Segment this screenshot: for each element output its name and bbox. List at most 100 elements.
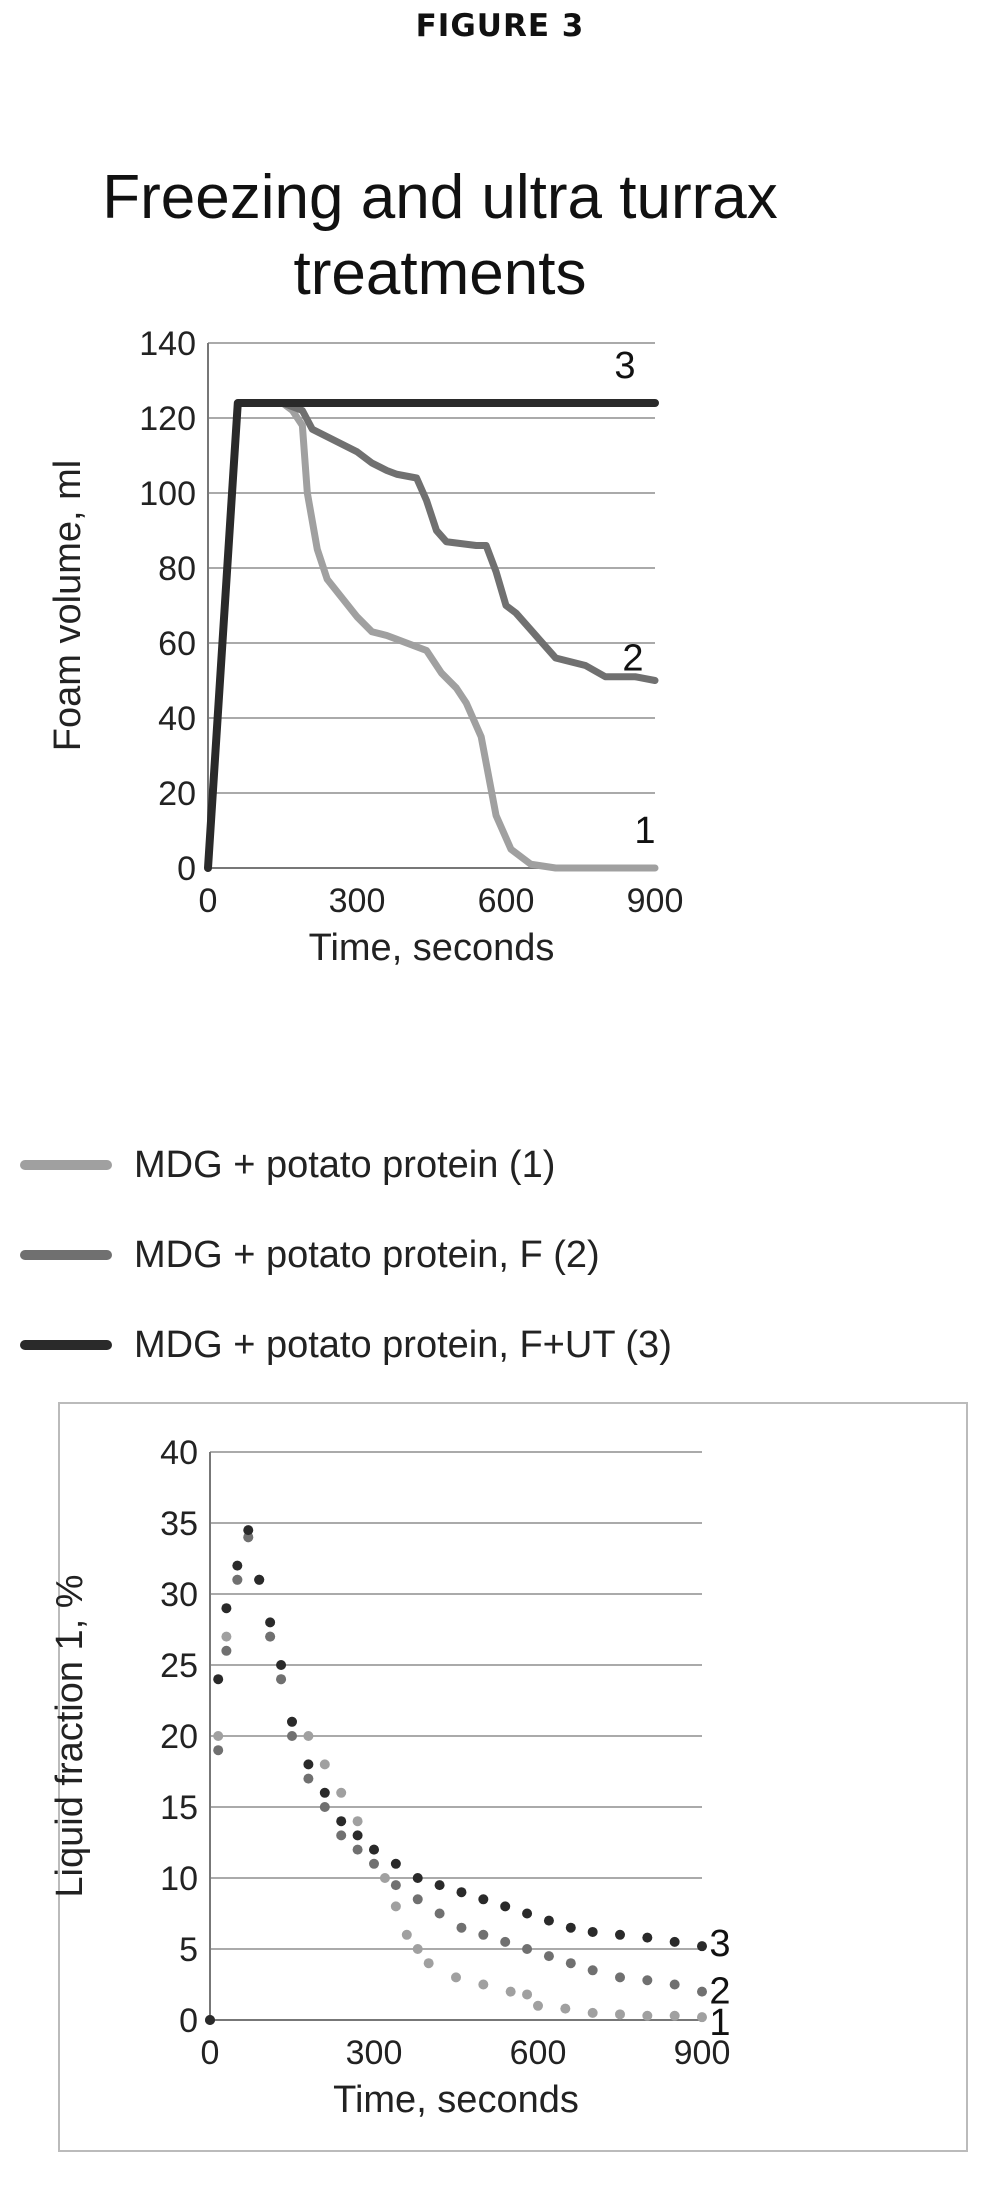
legend-item-3: MDG + potato protein, F+UT (3) xyxy=(20,1300,920,1390)
series-2-point xyxy=(697,1986,707,1997)
series-3-point xyxy=(265,1617,276,1628)
legend-swatch-2 xyxy=(20,1250,112,1260)
series-1-point xyxy=(587,2007,598,2018)
series-3-point xyxy=(642,1932,653,1943)
series-1-point xyxy=(412,1944,423,1954)
y-tick-label: 20 xyxy=(160,1718,198,1756)
y-tick-label: 20 xyxy=(158,775,196,813)
legend-label-3: MDG + potato protein, F+UT (3) xyxy=(134,1323,672,1366)
liquid-fraction-chart-frame xyxy=(58,1402,968,2152)
series-1-point xyxy=(615,2009,625,2020)
x-tick-label: 0 xyxy=(199,882,218,920)
x-tick-label: 900 xyxy=(627,882,684,920)
y-tick-label: 140 xyxy=(139,325,196,363)
y-tick-label: 35 xyxy=(160,1505,198,1543)
x-tick-label: 600 xyxy=(478,882,535,920)
series-1-point xyxy=(379,1873,390,1883)
y-axis-label: Foam volume, ml xyxy=(47,460,89,751)
x-tick-label: 600 xyxy=(510,2034,567,2072)
series-1-point xyxy=(533,2000,543,2011)
series-3-point xyxy=(221,1603,232,1614)
series-1-point xyxy=(390,1901,401,1912)
series-2-point xyxy=(287,1731,297,1741)
series-1-point xyxy=(352,1816,363,1827)
y-tick-label: 80 xyxy=(158,550,196,588)
series-1-point xyxy=(505,1986,516,1997)
series-3-point xyxy=(615,1929,625,1940)
series-2-point xyxy=(543,1951,554,1962)
series-3-point xyxy=(254,1574,265,1585)
legend: MDG + potato protein (1) MDG + potato pr… xyxy=(20,1120,920,1390)
series-1-point xyxy=(401,1929,412,1940)
legend-swatch-3 xyxy=(20,1340,112,1350)
series-2-point xyxy=(434,1908,445,1919)
series-2-point xyxy=(232,1574,243,1585)
series-2-label: 2 xyxy=(709,1971,730,2013)
y-tick-label: 40 xyxy=(158,700,196,738)
legend-swatch-1 xyxy=(20,1160,112,1170)
series-2-point xyxy=(319,1802,330,1812)
series-1-line xyxy=(204,399,659,872)
series-3-point xyxy=(669,1936,680,1947)
series-3-point xyxy=(205,2015,215,2025)
series-2-point xyxy=(352,1844,363,1855)
series-3-point xyxy=(697,1941,707,1952)
series-3-point xyxy=(287,1716,297,1727)
x-axis-label: Time, seconds xyxy=(333,2079,579,2121)
series-3-point xyxy=(456,1887,467,1898)
series-2-point xyxy=(642,1975,653,1986)
series-3-point xyxy=(543,1915,554,1926)
legend-item-2: MDG + potato protein, F (2) xyxy=(20,1210,920,1300)
series-3-point xyxy=(522,1908,533,1919)
series-3-point xyxy=(390,1858,401,1869)
y-tick-label: 40 xyxy=(160,1434,198,1472)
series-2-point xyxy=(669,1979,680,1990)
y-tick-label: 25 xyxy=(160,1647,198,1685)
series-3-point xyxy=(213,1674,224,1685)
series-1-point xyxy=(669,2010,680,2021)
series-2-point xyxy=(587,1965,598,1976)
series-2-point xyxy=(336,1830,347,1841)
series-1-point xyxy=(221,1631,232,1642)
series-3-point xyxy=(434,1880,445,1891)
y-tick-label: 15 xyxy=(160,1789,198,1827)
series-3-point xyxy=(478,1894,489,1905)
series-1-point xyxy=(303,1731,314,1741)
foam-volume-chart: 0 20 40 60 80 100 120 140 0 300 600 900 Time, second… xyxy=(47,325,684,969)
x-axis-label: Time, seconds xyxy=(309,927,555,969)
series-2-point xyxy=(522,1944,533,1954)
legend-item-1: MDG + potato protein (1) xyxy=(20,1120,920,1210)
y-axis-label: Liquid fraction 1, % xyxy=(49,1574,91,1897)
series-2-point xyxy=(221,1645,232,1656)
series-3-point xyxy=(232,1560,243,1571)
y-tick-label: 10 xyxy=(160,1860,198,1898)
series-1-point xyxy=(451,1972,461,1983)
series-2-point xyxy=(276,1674,287,1685)
series-1-point xyxy=(478,1979,489,1990)
series-2-point xyxy=(303,1773,314,1784)
series-2-point xyxy=(615,1972,625,1983)
series-2-point xyxy=(390,1880,401,1891)
y-tick-label: 30 xyxy=(160,1576,198,1614)
series-3-label: 3 xyxy=(614,345,635,387)
series-1-point xyxy=(697,2012,707,2023)
series-3-point xyxy=(336,1816,347,1827)
series-2-label: 2 xyxy=(622,638,643,680)
series-2-point xyxy=(213,1745,224,1756)
x-tick-label: 300 xyxy=(329,882,386,920)
series-1-label: 1 xyxy=(634,810,655,852)
series-2-point xyxy=(456,1922,467,1933)
series-3-point xyxy=(243,1525,254,1536)
chart1-title: Freezing and ultra turrax treatments xyxy=(102,163,778,308)
series-1-point xyxy=(336,1787,347,1798)
series-2-point xyxy=(565,1958,576,1969)
y-tick-label: 100 xyxy=(139,475,196,513)
legend-label-1: MDG + potato protein (1) xyxy=(134,1143,556,1186)
series-1-point xyxy=(522,1989,533,2000)
series-1-point xyxy=(642,2010,653,2021)
series-1-point xyxy=(319,1759,330,1770)
series-2-point xyxy=(500,1936,511,1947)
y-tick-label: 60 xyxy=(158,625,196,663)
series-3-point xyxy=(565,1922,576,1933)
